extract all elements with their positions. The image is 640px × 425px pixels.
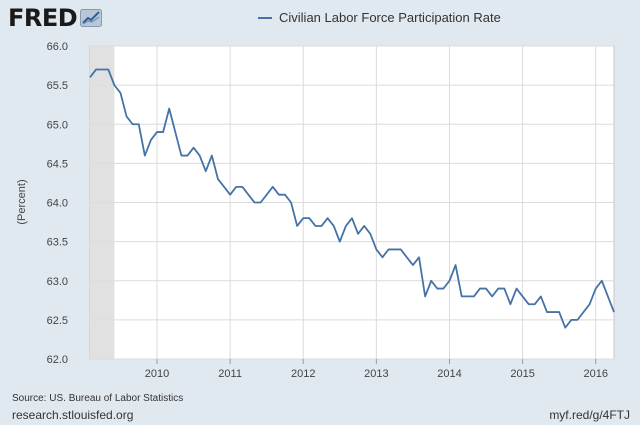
x-tick-label: 2013 <box>364 368 388 380</box>
y-tick-label: 65.5 <box>47 80 68 92</box>
x-tick-label: 2015 <box>510 368 534 380</box>
x-tick-label: 2016 <box>583 368 607 380</box>
y-tick-label: 62.5 <box>47 315 68 327</box>
x-tick-label: 2014 <box>437 368 461 380</box>
chart-legend: Civilian Labor Force Participation Rate <box>258 10 501 25</box>
logo-text: FRED <box>8 4 78 32</box>
legend-label: Civilian Labor Force Participation Rate <box>279 10 501 25</box>
y-tick-label: 65.0 <box>47 119 68 131</box>
x-tick-label: 2011 <box>218 368 242 380</box>
short-link[interactable]: myf.red/g/4FTJ <box>549 408 630 422</box>
legend-swatch <box>258 16 272 19</box>
line-chart: 62.0 62.5 63.0 63.5 64.0 64.5 65.0 65.5 66.0 201… <box>16 41 615 380</box>
source-note: Source: US. Bureau of Labor Statistics <box>12 393 184 404</box>
y-tick-label: 63.0 <box>47 276 68 288</box>
y-tick-label: 64.5 <box>47 158 68 170</box>
fred-logo[interactable]: FRED <box>8 4 103 32</box>
y-tick-label: 63.5 <box>47 237 68 249</box>
x-tick-label: 2010 <box>145 368 169 380</box>
series-line <box>89 68 615 329</box>
x-tick-label: 2012 <box>291 368 315 380</box>
y-tick-label: 64.0 <box>47 198 68 210</box>
site-link[interactable]: research.stlouisfed.org <box>12 408 134 422</box>
y-axis-label: (Percent) <box>16 179 28 224</box>
y-tick-label: 66.0 <box>47 41 68 53</box>
chart-line-icon <box>80 9 103 27</box>
y-tick-label: 62.0 <box>47 354 68 366</box>
